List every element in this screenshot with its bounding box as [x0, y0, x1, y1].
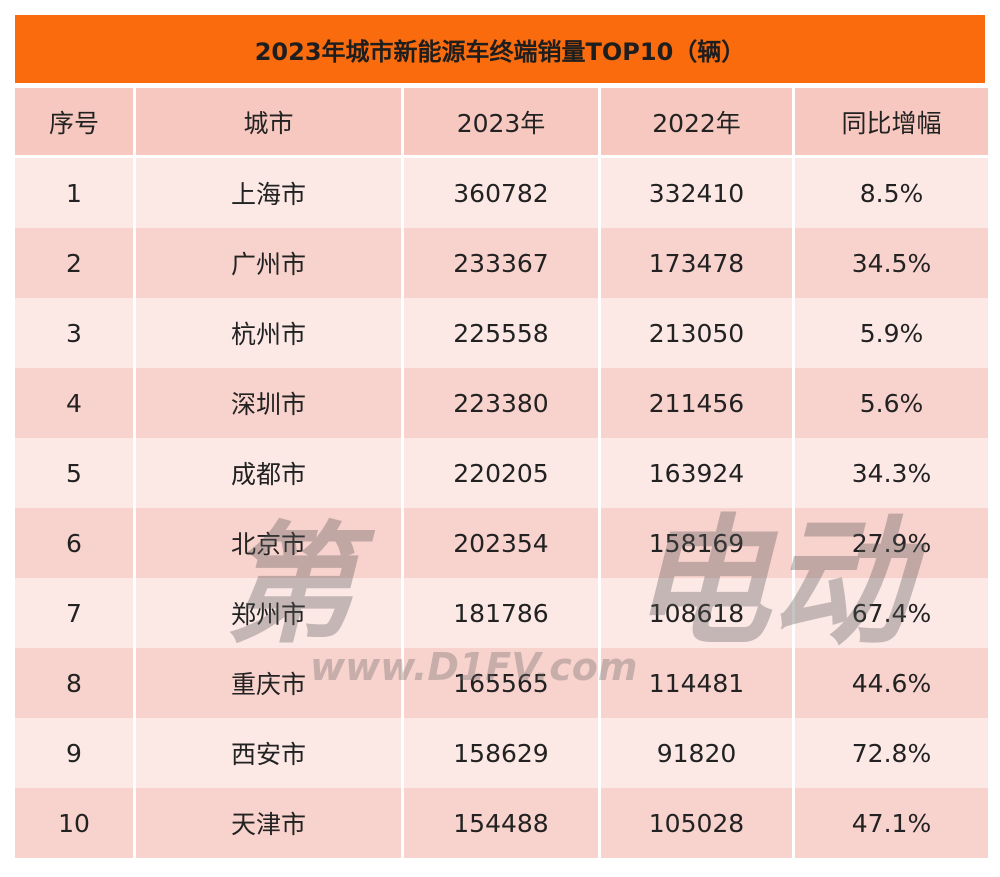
table-cell: 360782 — [404, 158, 598, 228]
table-cell: 213050 — [601, 298, 792, 368]
table-cell: 105028 — [601, 788, 792, 858]
table-cell: 154488 — [404, 788, 598, 858]
table-cell: 220205 — [404, 438, 598, 508]
table-cell: 5.9% — [795, 298, 988, 368]
table-cell: 重庆市 — [136, 648, 401, 718]
table-cell: 10 — [15, 788, 133, 858]
table-cell: 91820 — [601, 718, 792, 788]
table-cell: 114481 — [601, 648, 792, 718]
table-cell: 成都市 — [136, 438, 401, 508]
table-cell: 181786 — [404, 578, 598, 648]
table-cell: 202354 — [404, 508, 598, 578]
table-cell: 332410 — [601, 158, 792, 228]
table-cell: 8 — [15, 648, 133, 718]
header-cell: 2022年 — [601, 88, 792, 155]
table-cell: 173478 — [601, 228, 792, 298]
header-cell: 序号 — [15, 88, 133, 155]
table-cell: 211456 — [601, 368, 792, 438]
table-cell: 72.8% — [795, 718, 988, 788]
table-cell: 西安市 — [136, 718, 401, 788]
table-cell: 8.5% — [795, 158, 988, 228]
table-cell: 225558 — [404, 298, 598, 368]
table-cell: 天津市 — [136, 788, 401, 858]
table-cell: 47.1% — [795, 788, 988, 858]
table-cell: 6 — [15, 508, 133, 578]
table-cell: 108618 — [601, 578, 792, 648]
table-cell: 深圳市 — [136, 368, 401, 438]
table-cell: 5 — [15, 438, 133, 508]
table-cell: 44.6% — [795, 648, 988, 718]
table-cell: 67.4% — [795, 578, 988, 648]
table-cell: 163924 — [601, 438, 792, 508]
table-cell: 1 — [15, 158, 133, 228]
table-cell: 广州市 — [136, 228, 401, 298]
table-cell: 165565 — [404, 648, 598, 718]
table-cell: 北京市 — [136, 508, 401, 578]
table-cell: 5.6% — [795, 368, 988, 438]
table-cell: 9 — [15, 718, 133, 788]
header-cell: 同比增幅 — [795, 88, 988, 155]
header-cell: 城市 — [136, 88, 401, 155]
table-cell: 4 — [15, 368, 133, 438]
table-cell: 3 — [15, 298, 133, 368]
table-cell: 223380 — [404, 368, 598, 438]
table-cell: 34.3% — [795, 438, 988, 508]
table-cell: 27.9% — [795, 508, 988, 578]
table-title: 2023年城市新能源车终端销量TOP10（辆） — [15, 15, 985, 83]
data-table: 序号 城市 2023年 2022年 同比增幅 1 上海市 360782 332410 8.5% 2 广… — [15, 88, 988, 858]
table-cell: 杭州市 — [136, 298, 401, 368]
table-cell: 上海市 — [136, 158, 401, 228]
table-cell: 7 — [15, 578, 133, 648]
table-cell: 34.5% — [795, 228, 988, 298]
table-cell: 158169 — [601, 508, 792, 578]
table-cell: 2 — [15, 228, 133, 298]
header-cell: 2023年 — [404, 88, 598, 155]
table-cell: 郑州市 — [136, 578, 401, 648]
table-cell: 233367 — [404, 228, 598, 298]
table-cell: 158629 — [404, 718, 598, 788]
